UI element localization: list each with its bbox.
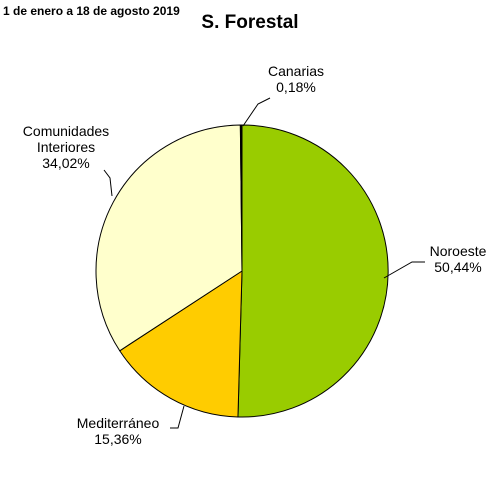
chart-subtitle: 1 de enero a 18 de agosto 2019 (3, 4, 180, 18)
pie-slice-mediterráneo (119, 270, 243, 418)
leader-line-noroeste (383, 261, 425, 279)
pie-slice-noroeste (237, 124, 389, 418)
chart-title: S. Forestal (201, 12, 299, 33)
slice-label-noroeste: Noroeste 50,44% (430, 243, 487, 275)
slice-label-canarias: Canarias 0,18% (268, 63, 324, 95)
leader-line-canarias (242, 97, 271, 127)
leader-line-mediterráneo (170, 405, 185, 429)
pie-slice-comunidades-interiores (95, 124, 243, 352)
pie-slice-canarias (239, 124, 243, 272)
leader-line-comunidades-interiores (103, 169, 113, 197)
slice-label-mediterráneo: Mediterráneo 15,36% (77, 415, 160, 447)
slice-label-comunidades-interiores: Comunidades Interiores 34,02% (23, 123, 109, 171)
